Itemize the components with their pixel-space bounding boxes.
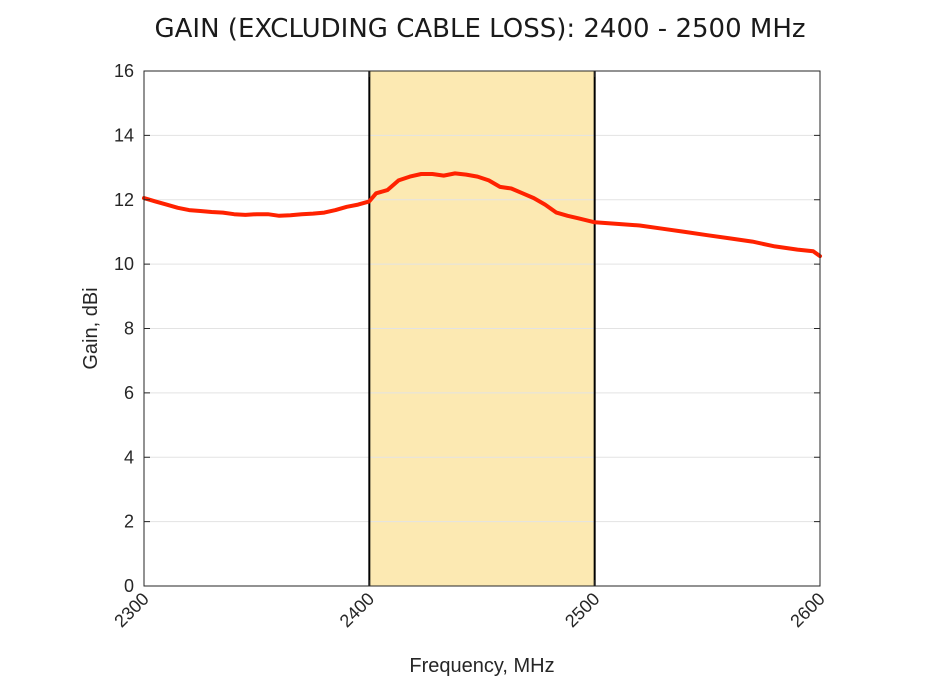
x-tick-label: 2500 — [561, 589, 603, 631]
y-tick-label: 4 — [124, 447, 134, 467]
x-tick-label: 2600 — [786, 589, 828, 631]
series-line — [142, 171, 822, 259]
chart-title: GAIN (EXCLUDING CABLE LOSS): 2400 - 2500… — [154, 14, 806, 44]
y-tick-label: 2 — [124, 512, 134, 532]
y-tick-label: 0 — [124, 576, 134, 596]
y-tick-label: 6 — [124, 383, 134, 403]
gridlines — [144, 70, 820, 587]
y-axis-ticks: 0 2 4 6 8 10 12 14 16 — [114, 61, 820, 596]
y-tick-label: 14 — [114, 125, 134, 145]
x-axis-label: Frequency, MHz — [409, 655, 554, 677]
x-tick-label: 2300 — [110, 589, 152, 631]
x-tick-label: 2400 — [336, 589, 378, 631]
y-tick-label: 8 — [124, 319, 134, 339]
y-tick-label: 10 — [114, 254, 134, 274]
y-axis-label: Gain, dBi — [80, 287, 102, 369]
series-group — [142, 171, 822, 259]
y-tick-label: 12 — [114, 190, 134, 210]
y-tick-label: 16 — [114, 61, 134, 81]
